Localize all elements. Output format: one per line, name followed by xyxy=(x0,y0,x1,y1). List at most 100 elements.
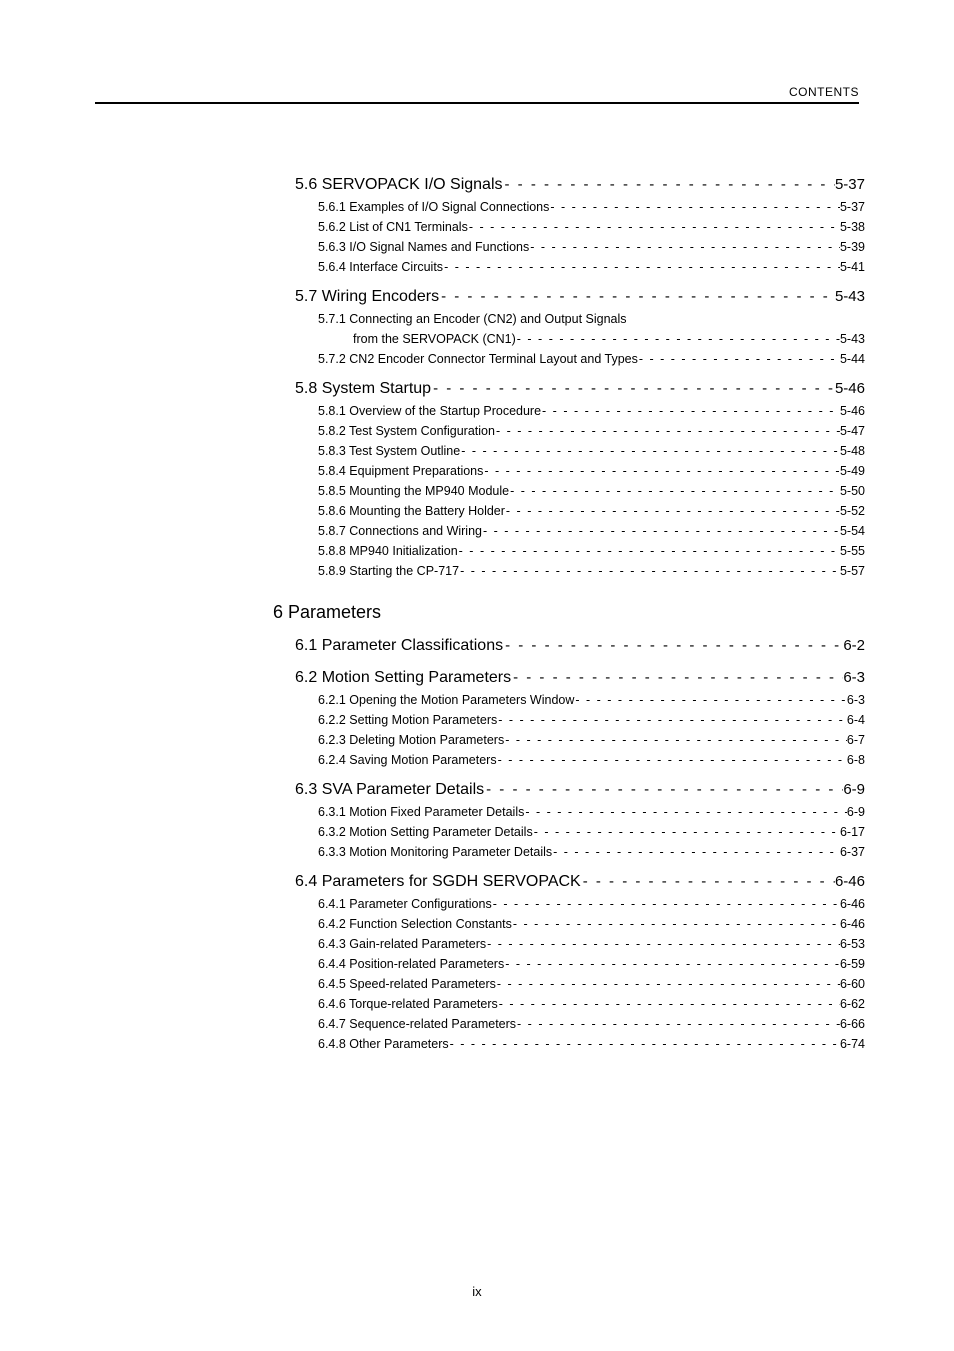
toc-page-ref: 5-43 xyxy=(840,332,865,346)
toc-page-ref: 6-46 xyxy=(840,897,865,911)
toc-page-ref: 6-4 xyxy=(847,713,865,727)
toc-page-ref: 5-37 xyxy=(840,200,865,214)
toc-subentry: 5.6.3 I/O Signal Names and Functions - -… xyxy=(318,240,865,254)
toc-section: 6.2 Motion Setting Parameters- - - - - -… xyxy=(295,669,865,687)
toc-leader: - - - - - - - - - - - - - - - - - - - - … xyxy=(529,240,840,254)
toc-subentry: 5.8.2 Test System Configuration - - - - … xyxy=(318,424,865,438)
toc-page-ref: 6-9 xyxy=(847,805,865,819)
toc-subentry: 5.8.8 MP940 Initialization - - - - - - -… xyxy=(318,544,865,558)
toc-leader: - - - - - - - - - - - - - - - - - - - - … xyxy=(460,444,840,458)
toc-subentry: 5.8.9 Starting the CP-717 - - - - - - - … xyxy=(318,564,865,578)
toc-label: 6.3.1 Motion Fixed Parameter Details xyxy=(318,805,524,819)
toc-subentry: 5.8.7 Connections and Wiring - - - - - -… xyxy=(318,524,865,538)
toc-leader: - - - - - - - - - - - - - - - - - - - - … xyxy=(516,332,840,346)
toc-label: 5.6.4 Interface Circuits xyxy=(318,260,443,274)
toc-label: 6.4.1 Parameter Configurations xyxy=(318,897,492,911)
toc-section: 6.1 Parameter Classifications- - - - - -… xyxy=(295,637,865,655)
toc-label: 5.8.8 MP940 Initialization xyxy=(318,544,458,558)
toc-subentry: 5.8.5 Mounting the MP940 Module - - - - … xyxy=(318,484,865,498)
toc-label: 6.4 Parameters for SGDH SERVOPACK xyxy=(295,873,581,891)
toc-section: 6.4 Parameters for SGDH SERVOPACK- - - -… xyxy=(295,873,865,891)
toc-leader: - - - - - - - - - - - - - - - - - - - - … xyxy=(574,693,847,707)
toc-page-ref: 5-43 xyxy=(835,288,865,305)
toc-label: 6.3.2 Motion Setting Parameter Details xyxy=(318,825,533,839)
toc-subentry: 6.4.7 Sequence-related Parameters - - - … xyxy=(318,1017,865,1031)
toc-label: 5.8.3 Test System Outline xyxy=(318,444,460,458)
page-footer: ix xyxy=(0,1284,954,1299)
toc-page-ref: 5-44 xyxy=(840,352,865,366)
toc-leader: - - - - - - - - - - - - - - - - - - - - … xyxy=(443,260,840,274)
toc-leader: - - - - - - - - - - - - - - - - - - - - … xyxy=(552,845,840,859)
toc-page-ref: 5-47 xyxy=(840,424,865,438)
toc-group: 6.1 Parameter Classifications- - - - - -… xyxy=(295,637,865,655)
toc-section: 5.6 SERVOPACK I/O Signals- - - - - - - -… xyxy=(295,176,865,194)
toc-leader: - - - - - - - - - - - - - - - - - - - - … xyxy=(497,753,847,767)
toc-label: 6.2 Motion Setting Parameters xyxy=(295,669,511,687)
toc-subentry: 5.6.1 Examples of I/O Signal Connections… xyxy=(318,200,865,214)
toc-label: 5.8.7 Connections and Wiring xyxy=(318,524,482,538)
header-label: CONTENTS xyxy=(789,85,859,99)
toc-section: 5.8 System Startup- - - - - - - - - - - … xyxy=(295,380,865,398)
toc-page-ref: 6-60 xyxy=(840,977,865,991)
toc-subentry: 6.2.1 Opening the Motion Parameters Wind… xyxy=(318,693,865,707)
toc-page-ref: 6-59 xyxy=(840,957,865,971)
toc-leader: - - - - - - - - - - - - - - - - - - - - … xyxy=(482,524,840,538)
toc-label: 5.8.1 Overview of the Startup Procedure xyxy=(318,404,541,418)
table-of-contents: 5.6 SERVOPACK I/O Signals- - - - - - - -… xyxy=(295,176,865,1051)
toc-page-ref: 5-52 xyxy=(840,504,865,518)
toc-page-ref: 6-3 xyxy=(847,693,865,707)
page-header: CONTENTS xyxy=(95,85,859,104)
toc-page-ref: 6-46 xyxy=(840,917,865,931)
toc-label: 5.8 System Startup xyxy=(295,380,431,398)
toc-page-ref: 6-2 xyxy=(843,637,865,654)
toc-leader: - - - - - - - - - - - - - - - - - - - - … xyxy=(504,957,840,971)
toc-leader: - - - - - - - - - - - - - - - - - - - - … xyxy=(459,564,840,578)
toc-label: 5.7 Wiring Encoders xyxy=(295,288,439,306)
toc-leader: - - - - - - - - - - - - - - - - - - - - … xyxy=(511,669,843,686)
toc-leader: - - - - - - - - - - - - - - - - - - - - … xyxy=(509,484,840,498)
toc-section: 5.7 Wiring Encoders- - - - - - - - - - -… xyxy=(295,288,865,306)
toc-leader: - - - - - - - - - - - - - - - - - - - - … xyxy=(503,176,835,193)
toc-subentry: 6.4.1 Parameter Configurations - - - - -… xyxy=(318,897,865,911)
toc-page-ref: 5-41 xyxy=(840,260,865,274)
toc-subentry: 6.4.3 Gain-related Parameters - - - - - … xyxy=(318,937,865,951)
toc-subentry: 6.2.4 Saving Motion Parameters - - - - -… xyxy=(318,753,865,767)
toc-page-ref: 6-8 xyxy=(847,753,865,767)
toc-leader: - - - - - - - - - - - - - - - - - - - - … xyxy=(638,352,840,366)
toc-leader: - - - - - - - - - - - - - - - - - - - - … xyxy=(483,464,840,478)
toc-label: 5.6.3 I/O Signal Names and Functions xyxy=(318,240,529,254)
toc-page-ref: 5-37 xyxy=(835,176,865,193)
toc-leader: - - - - - - - - - - - - - - - - - - - - … xyxy=(504,733,847,747)
toc-label: 5.6 SERVOPACK I/O Signals xyxy=(295,176,503,194)
toc-page-ref: 6-74 xyxy=(840,1037,865,1051)
toc-label: 6.2.1 Opening the Motion Parameters Wind… xyxy=(318,693,574,707)
toc-chapter: 6 Parameters xyxy=(273,602,865,623)
toc-page-ref: 5-39 xyxy=(840,240,865,254)
toc-page-ref: 5-46 xyxy=(840,404,865,418)
toc-page-ref: 6-9 xyxy=(843,781,865,798)
toc-subentry: 6.3.2 Motion Setting Parameter Details -… xyxy=(318,825,865,839)
toc-leader: - - - - - - - - - - - - - - - - - - - - … xyxy=(484,781,843,798)
toc-label: 5.7.1 Connecting an Encoder (CN2) and Ou… xyxy=(318,312,627,326)
toc-leader: - - - - - - - - - - - - - - - - - - - - … xyxy=(505,504,840,518)
toc-leader: - - - - - - - - - - - - - - - - - - - - … xyxy=(512,917,840,931)
toc-subentry: 6.4.6 Torque-related Parameters - - - - … xyxy=(318,997,865,1011)
toc-subentry: 6.4.5 Speed-related Parameters - - - - -… xyxy=(318,977,865,991)
toc-label: 5.6.2 List of CN1 Terminals xyxy=(318,220,468,234)
toc-page-ref: 5-54 xyxy=(840,524,865,538)
toc-label: 5.8.9 Starting the CP-717 xyxy=(318,564,459,578)
toc-group: 6.4 Parameters for SGDH SERVOPACK - - - -… xyxy=(295,873,865,1051)
toc-subentry: 5.6.4 Interface Circuits - - - - - - - -… xyxy=(318,260,865,274)
toc-label: 6.4.5 Speed-related Parameters xyxy=(318,977,496,991)
toc-subentry: 5.6.2 List of CN1 Terminals - - - - - - … xyxy=(318,220,865,234)
toc-leader: - - - - - - - - - - - - - - - - - - - - … xyxy=(533,825,840,839)
toc-page-ref: 6-62 xyxy=(840,997,865,1011)
page-number: ix xyxy=(472,1284,481,1299)
toc-label: 6.2.2 Setting Motion Parameters xyxy=(318,713,497,727)
toc-page-ref: 6-7 xyxy=(847,733,865,747)
toc-group: 5.6 SERVOPACK I/O Signals- - - - - - - -… xyxy=(295,176,865,274)
toc-leader: - - - - - - - - - - - - - - - - - - - - … xyxy=(458,544,840,558)
toc-page-ref: 6-37 xyxy=(840,845,865,859)
toc-page-ref: 5-48 xyxy=(840,444,865,458)
toc-page-ref: 6-3 xyxy=(843,669,865,686)
